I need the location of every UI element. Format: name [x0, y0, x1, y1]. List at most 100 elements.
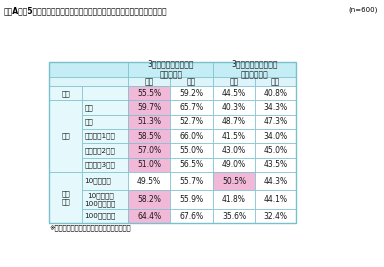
Bar	[82, 158, 128, 172]
Bar	[255, 77, 296, 86]
Bar	[170, 115, 213, 129]
Bar	[82, 115, 128, 129]
Text: 43.0%: 43.0%	[222, 146, 246, 155]
Bar	[128, 143, 170, 158]
Bar	[170, 143, 213, 158]
Bar	[128, 100, 170, 115]
Bar	[255, 115, 296, 129]
Text: 58.5%: 58.5%	[137, 132, 161, 140]
Text: 67.6%: 67.6%	[180, 211, 204, 221]
Bar	[50, 62, 296, 223]
Bar	[82, 86, 128, 100]
Text: 55.7%: 55.7%	[180, 176, 204, 186]
Bar	[255, 86, 296, 100]
Bar	[170, 77, 213, 86]
Bar	[255, 143, 296, 158]
Text: 今回: 今回	[229, 77, 238, 86]
Bar	[128, 172, 170, 190]
Text: 65.7%: 65.7%	[180, 103, 204, 112]
Text: 新卒入社2年目: 新卒入社2年目	[84, 147, 116, 154]
Bar	[82, 172, 128, 190]
Bar	[50, 77, 128, 86]
Text: 44.5%: 44.5%	[222, 89, 246, 98]
Text: 45.0%: 45.0%	[263, 146, 288, 155]
Text: 3年後も勤務し続けて
いると思う: 3年後も勤務し続けて いると思う	[147, 60, 194, 79]
Text: 35.6%: 35.6%	[222, 211, 246, 221]
Bar	[213, 158, 255, 172]
Text: 51.0%: 51.0%	[137, 160, 161, 169]
Text: 新卒入社1年目: 新卒入社1年目	[84, 133, 116, 139]
Bar	[128, 115, 170, 129]
Text: 55.5%: 55.5%	[137, 89, 161, 98]
Bar	[213, 129, 255, 143]
Bar	[255, 158, 296, 172]
Bar	[213, 115, 255, 129]
Text: 41.8%: 41.8%	[222, 195, 246, 204]
Text: 44.3%: 44.3%	[263, 176, 288, 186]
Text: (n=600): (n=600)	[349, 7, 378, 13]
Bar	[255, 129, 296, 143]
Text: 44.1%: 44.1%	[264, 195, 288, 204]
Bar	[213, 143, 255, 158]
Text: 売上
規模: 売上 規模	[61, 190, 70, 205]
Text: 48.7%: 48.7%	[222, 117, 246, 126]
Text: 64.4%: 64.4%	[137, 211, 161, 221]
Text: 50.5%: 50.5%	[222, 176, 246, 186]
Bar	[50, 62, 128, 77]
Text: 前回: 前回	[271, 77, 280, 86]
Bar	[170, 172, 213, 190]
Text: 10億円未満: 10億円未満	[84, 178, 111, 184]
Text: 43.5%: 43.5%	[263, 160, 288, 169]
Text: 57.0%: 57.0%	[137, 146, 161, 155]
Bar	[128, 129, 170, 143]
Text: 47.3%: 47.3%	[263, 117, 288, 126]
Text: 図表A　第5回「若手社員の仕事・会社に対する満足度」調査　／　勤続意欲: 図表A 第5回「若手社員の仕事・会社に対する満足度」調査 ／ 勤続意欲	[4, 7, 167, 16]
Bar	[213, 209, 255, 223]
Text: 3年後は勤務し続けて
いないと思う: 3年後は勤務し続けて いないと思う	[232, 60, 278, 79]
Text: 全体: 全体	[61, 90, 70, 96]
Bar	[82, 143, 128, 158]
Bar	[50, 172, 82, 223]
Bar	[213, 190, 255, 209]
Bar	[170, 100, 213, 115]
Text: 58.2%: 58.2%	[137, 195, 161, 204]
Text: ※背景色付きは、回答率が半数を超える数値: ※背景色付きは、回答率が半数を超える数値	[50, 225, 131, 231]
Bar	[170, 158, 213, 172]
Text: 32.4%: 32.4%	[264, 211, 288, 221]
Bar	[82, 209, 128, 223]
Text: 56.5%: 56.5%	[180, 160, 204, 169]
Bar	[128, 158, 170, 172]
Bar	[82, 190, 128, 209]
Bar	[128, 62, 213, 77]
Bar	[213, 100, 255, 115]
Text: 今回: 今回	[144, 77, 154, 86]
Bar	[50, 86, 82, 100]
Text: 59.7%: 59.7%	[137, 103, 161, 112]
Bar	[255, 209, 296, 223]
Text: 55.0%: 55.0%	[180, 146, 204, 155]
Text: 100億円以上: 100億円以上	[84, 213, 116, 219]
Bar	[213, 77, 255, 86]
Bar	[170, 86, 213, 100]
Bar	[82, 129, 128, 143]
Text: 49.0%: 49.0%	[222, 160, 246, 169]
Bar	[213, 86, 255, 100]
Bar	[82, 100, 128, 115]
Text: 新卒入社3年目: 新卒入社3年目	[84, 161, 116, 168]
Bar	[213, 172, 255, 190]
Text: 66.0%: 66.0%	[180, 132, 204, 140]
Text: 40.3%: 40.3%	[222, 103, 246, 112]
Bar	[255, 190, 296, 209]
Text: 10億円以上
100億円未満: 10億円以上 100億円未満	[84, 193, 116, 207]
Text: 男性: 男性	[84, 104, 93, 111]
Text: 40.8%: 40.8%	[264, 89, 288, 98]
Text: 52.7%: 52.7%	[180, 117, 204, 126]
Text: 属性: 属性	[61, 133, 70, 139]
Bar	[170, 209, 213, 223]
Bar	[255, 172, 296, 190]
Bar	[128, 190, 170, 209]
Bar	[170, 190, 213, 209]
Text: 59.2%: 59.2%	[180, 89, 204, 98]
Text: 女性: 女性	[84, 119, 93, 125]
Text: 前回: 前回	[187, 77, 196, 86]
